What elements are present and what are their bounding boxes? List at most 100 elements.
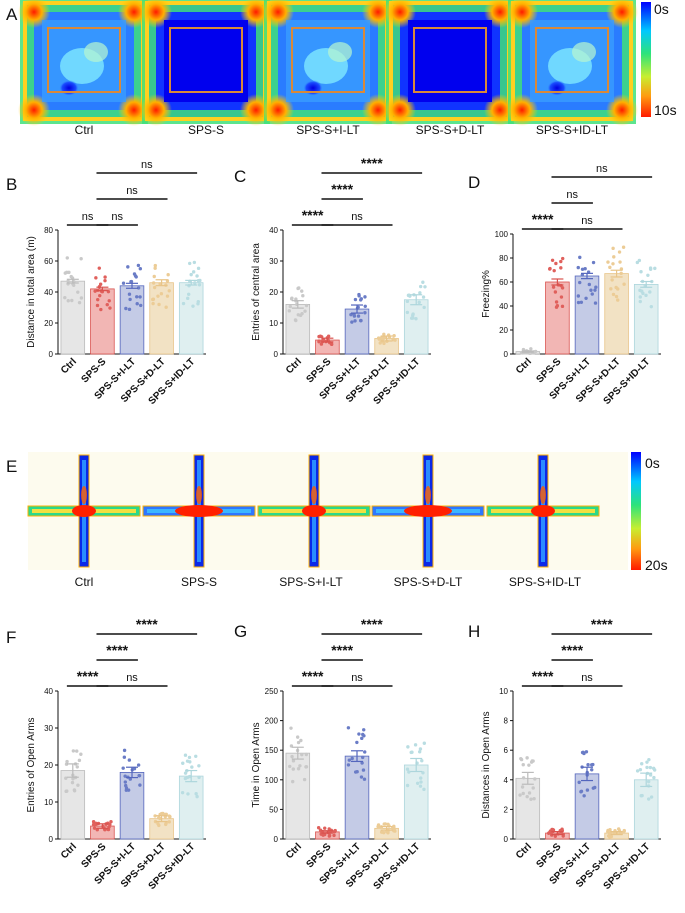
data-point: [614, 294, 619, 299]
significance-label: ****: [532, 211, 554, 227]
data-point: [578, 255, 582, 260]
data-point: [521, 791, 525, 796]
data-point: [622, 282, 626, 286]
y-tick-label: 100: [265, 776, 279, 785]
data-point: [559, 266, 563, 270]
panel-a-label: A: [6, 5, 18, 24]
data-point: [387, 335, 392, 340]
data-point: [289, 726, 293, 730]
data-point: [590, 768, 594, 772]
data-point: [77, 758, 82, 763]
data-point: [551, 285, 556, 289]
data-point: [98, 282, 103, 286]
group-label: Ctrl: [75, 575, 94, 589]
open-field-map: [384, 0, 516, 126]
data-point: [561, 834, 565, 838]
bar: [344, 755, 370, 840]
data-point: [65, 256, 69, 260]
center-cold-spot: [547, 80, 567, 96]
data-point: [188, 261, 192, 266]
data-point: [346, 763, 351, 767]
data-point: [296, 767, 301, 771]
data-point: [649, 304, 654, 309]
data-point: [288, 304, 292, 309]
data-point: [194, 754, 198, 758]
data-point: [532, 797, 536, 801]
y-tick-label: 10: [269, 319, 278, 328]
significance-label: ****: [361, 155, 383, 171]
y-tick-label: 200: [265, 717, 279, 726]
data-point: [151, 301, 155, 306]
significance-label: ****: [302, 207, 324, 223]
data-point: [186, 296, 190, 301]
data-point: [65, 759, 69, 764]
group-label: SPS-S: [181, 575, 217, 589]
data-point: [359, 297, 364, 301]
data-point: [198, 278, 202, 283]
data-point: [183, 753, 188, 757]
data-point: [153, 814, 157, 818]
data-point: [391, 826, 395, 830]
center-square: [47, 27, 121, 93]
data-point: [421, 295, 426, 299]
data-point: [157, 815, 161, 820]
panel-a-colorbar-bottom: 10s: [654, 102, 677, 118]
center-cold: [408, 20, 492, 102]
panel-label: H: [468, 622, 480, 641]
data-point: [606, 828, 610, 833]
data-point: [300, 752, 304, 757]
data-point: [135, 295, 139, 299]
data-point: [637, 258, 642, 263]
data-point: [291, 759, 296, 763]
data-point: [377, 336, 382, 341]
center-cold: [164, 20, 248, 102]
data-point: [415, 781, 420, 786]
y-axis-label: Distance in total area (m): [26, 236, 37, 348]
data-point: [159, 292, 164, 296]
data-point: [553, 834, 558, 839]
data-point: [109, 820, 113, 824]
center-square: [291, 27, 365, 93]
data-point: [71, 283, 76, 287]
closed-arm-hotspot: [540, 486, 546, 504]
data-point: [180, 790, 185, 795]
data-point: [593, 301, 598, 305]
data-point: [151, 281, 156, 285]
data-point: [79, 752, 83, 756]
data-point: [122, 748, 127, 753]
data-point: [103, 275, 107, 279]
significance-label: ns: [351, 211, 363, 223]
y-tick-label: 8: [504, 717, 509, 726]
data-point: [586, 763, 590, 767]
data-point: [166, 272, 170, 277]
data-point: [327, 827, 331, 831]
data-point: [583, 267, 587, 271]
data-point: [299, 738, 303, 743]
data-point: [649, 795, 654, 799]
data-point: [582, 751, 586, 756]
data-point: [153, 263, 158, 268]
data-point: [91, 822, 96, 827]
data-point: [422, 305, 426, 310]
data-point: [560, 304, 565, 309]
data-point: [350, 320, 354, 324]
y-tick-label: 10: [499, 687, 508, 696]
data-point: [559, 259, 563, 264]
significance-label: ns: [581, 672, 593, 684]
data-point: [187, 755, 192, 760]
data-point: [355, 770, 359, 774]
data-point: [606, 260, 610, 264]
center-track: [84, 42, 108, 62]
data-point: [290, 754, 294, 759]
data-point: [357, 292, 361, 297]
data-point: [529, 797, 533, 801]
data-point: [96, 297, 100, 302]
data-point: [560, 286, 565, 290]
y-tick-label: 40: [499, 302, 508, 311]
data-point: [195, 274, 199, 278]
data-point: [550, 258, 555, 263]
data-point: [635, 769, 640, 773]
data-point: [593, 785, 597, 790]
